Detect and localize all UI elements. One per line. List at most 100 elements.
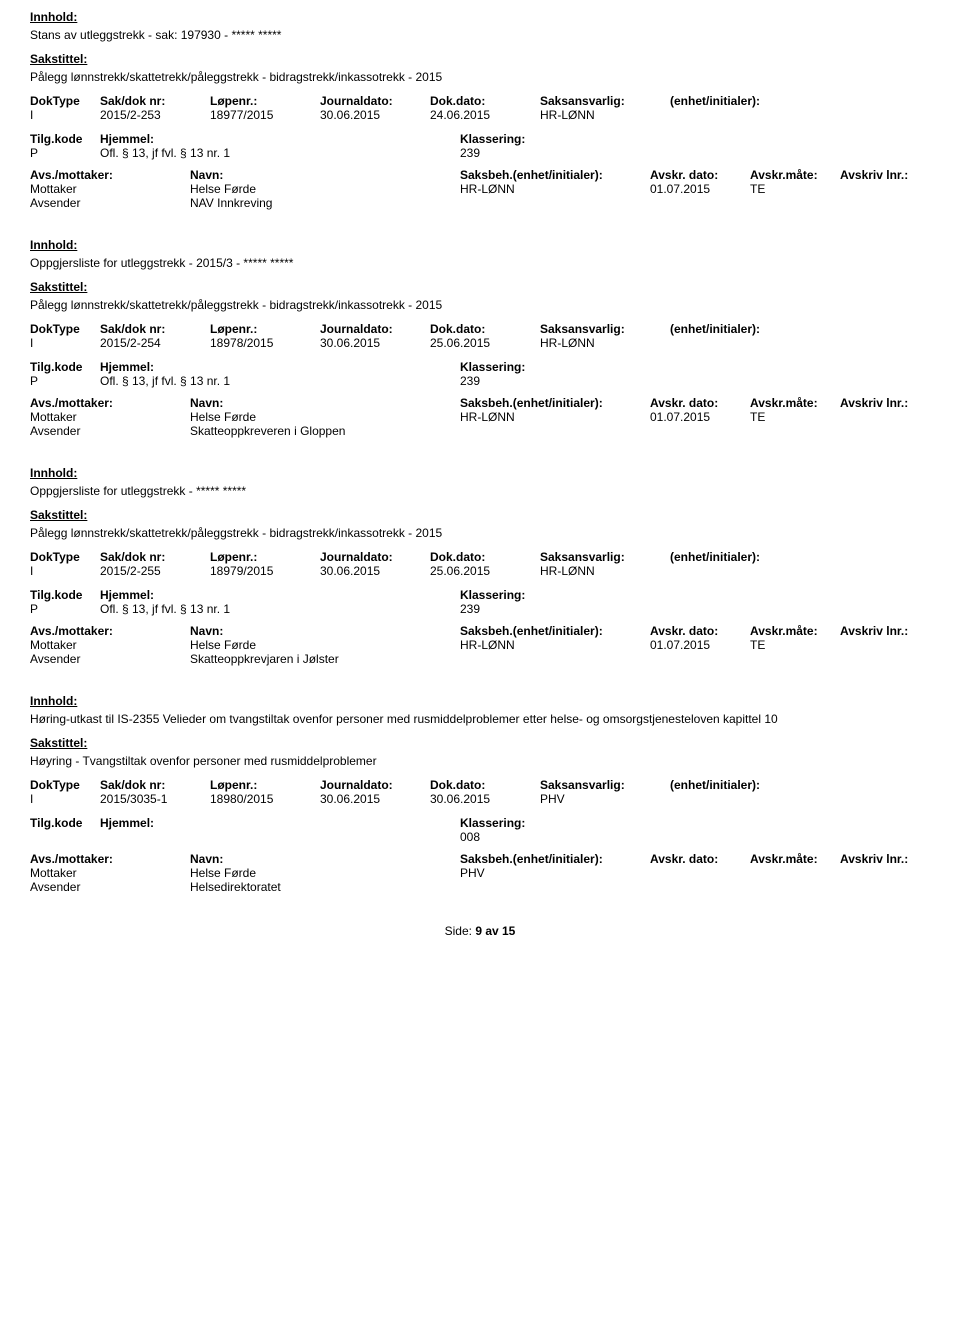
klassering-header: Klassering: [460, 132, 525, 146]
sakstittel-label: Sakstittel: [30, 736, 930, 750]
tilg-header-row: Tilg.kodeHjemmel:Klassering: [30, 588, 930, 602]
saksansvarlig-header: Saksansvarlig: [540, 322, 670, 336]
saknr-header: Sak/dok nr: [100, 94, 210, 108]
tilgkode-value [30, 830, 100, 844]
journaldato-header: Journaldato: [320, 550, 430, 564]
party-role: Avsender [30, 880, 190, 894]
avskrdato-header: Avskr. dato: [650, 852, 750, 866]
dokdato-header: Dok.dato: [430, 550, 540, 564]
avskrmate-header: Avskr.måte: [750, 396, 840, 410]
journaldato-value: 30.06.2015 [320, 564, 430, 578]
party-saksbeh: HR-LØNN [460, 182, 650, 196]
journaldato-header: Journaldato: [320, 94, 430, 108]
party-role: Mottaker [30, 410, 190, 424]
enhet-header: (enhet/initialer): [670, 322, 930, 336]
tilgkode-value: P [30, 146, 100, 160]
journal-entry: Innhold:Oppgjersliste for utleggstrekk -… [30, 466, 930, 666]
party-avskrmate [750, 196, 840, 210]
enhet-value [670, 564, 930, 578]
innhold-value: Stans av utleggstrekk - sak: 197930 - **… [30, 28, 930, 42]
hjemmel-header: Hjemmel: [100, 588, 460, 602]
party-role: Avsender [30, 196, 190, 210]
avskrmate-header: Avskr.måte: [750, 852, 840, 866]
party-avskrivlnr [840, 880, 930, 894]
party-navn: NAV Innkreving [190, 196, 460, 210]
party-saksbeh [460, 196, 650, 210]
party-row: MottakerHelse FørdePHV [30, 866, 930, 880]
party-row: AvsenderSkatteoppkrevjaren i Jølster [30, 652, 930, 666]
journal-entry: Innhold:Oppgjersliste for utleggstrekk -… [30, 238, 930, 438]
innhold-label: Innhold: [30, 694, 930, 708]
tilgkode-header: Tilg.kode [30, 360, 100, 374]
party-saksbeh [460, 880, 650, 894]
avskrdato-header: Avskr. dato: [650, 168, 750, 182]
avs-header-row: Avs./mottaker:Navn:Saksbeh.(enhet/initia… [30, 396, 930, 410]
innhold-value: Oppgjersliste for utleggstrekk - 2015/3 … [30, 256, 930, 270]
tilgkode-value: P [30, 602, 100, 616]
enhet-header: (enhet/initialer): [670, 550, 930, 564]
lopenr-value: 18978/2015 [210, 336, 320, 350]
dokdato-value: 24.06.2015 [430, 108, 540, 122]
saknr-header: Sak/dok nr: [100, 778, 210, 792]
journal-entry: Innhold: Høring-utkast til IS-2355 Velied… [30, 694, 930, 894]
party-avskrdato [650, 652, 750, 666]
doktype-header: DokType [30, 94, 100, 108]
party-row: AvsenderNAV Innkreving [30, 196, 930, 210]
saksansvarlig-header: Saksansvarlig: [540, 778, 670, 792]
footer-page: 9 av 15 [475, 924, 515, 938]
dokdato-header: Dok.dato: [430, 94, 540, 108]
lopenr-header: Løpenr.: [210, 778, 320, 792]
party-avskrmate [750, 652, 840, 666]
dokdato-header: Dok.dato: [430, 322, 540, 336]
lopenr-value: 18980/2015 [210, 792, 320, 806]
enhet-value [670, 792, 930, 806]
dokdato-value: 30.06.2015 [430, 792, 540, 806]
party-navn: Helse Førde [190, 638, 460, 652]
avs-header-row: Avs./mottaker:Navn:Saksbeh.(enhet/initia… [30, 624, 930, 638]
party-avskrmate: TE [750, 638, 840, 652]
avskrivlnr-header: Avskriv lnr.: [840, 624, 930, 638]
party-role: Avsender [30, 424, 190, 438]
party-avskrivlnr [840, 866, 930, 880]
dokdato-value: 25.06.2015 [430, 564, 540, 578]
lopenr-header: Løpenr.: [210, 550, 320, 564]
navn-header: Navn: [190, 624, 460, 638]
innhold-label: Innhold: [30, 466, 930, 480]
party-avskrivlnr [840, 652, 930, 666]
party-navn: Helse Førde [190, 410, 460, 424]
party-avskrdato: 01.07.2015 [650, 638, 750, 652]
innhold-label: Innhold: [30, 10, 930, 24]
avsmottaker-header: Avs./mottaker: [30, 396, 190, 410]
party-avskrdato [650, 880, 750, 894]
avsmottaker-header: Avs./mottaker: [30, 168, 190, 182]
party-saksbeh: PHV [460, 866, 650, 880]
tilg-data-row: POfl. § 13, jf fvl. § 13 nr. 1239 [30, 374, 930, 388]
innhold-value: Høring-utkast til IS-2355 Velieder om tv… [30, 712, 930, 726]
saknr-value: 2015/3035-1 [100, 792, 210, 806]
doc-header-row: DokTypeSak/dok nr:Løpenr.:Journaldato:Do… [30, 550, 930, 564]
party-avskrdato [650, 424, 750, 438]
saknr-value: 2015/2-254 [100, 336, 210, 350]
party-navn: Helse Førde [190, 182, 460, 196]
party-saksbeh [460, 424, 650, 438]
party-navn: Helsedirektoratet [190, 880, 460, 894]
doktype-value: I [30, 792, 100, 806]
avskrdato-header: Avskr. dato: [650, 396, 750, 410]
party-avskrmate [750, 866, 840, 880]
doktype-header: DokType [30, 322, 100, 336]
enhet-header: (enhet/initialer): [670, 778, 930, 792]
doc-header-row: DokTypeSak/dok nr:Løpenr.:Journaldato:Do… [30, 322, 930, 336]
party-row: MottakerHelse FørdeHR-LØNN01.07.2015TE [30, 410, 930, 424]
sakstittel-label: Sakstittel: [30, 280, 930, 294]
saksbeh-header: Saksbeh.(enhet/initialer): [460, 852, 650, 866]
saksansvarlig-value: PHV [540, 792, 670, 806]
klassering-header: Klassering: [460, 360, 525, 374]
saksbeh-header: Saksbeh.(enhet/initialer): [460, 624, 650, 638]
party-navn: Skatteoppkreveren i Gloppen [190, 424, 460, 438]
party-avskrdato: 01.07.2015 [650, 182, 750, 196]
tilg-header-row: Tilg.kodeHjemmel:Klassering: [30, 360, 930, 374]
party-saksbeh [460, 652, 650, 666]
tilg-data-row: POfl. § 13, jf fvl. § 13 nr. 1239 [30, 146, 930, 160]
klassering-value: 239 [460, 146, 480, 160]
dokdato-header: Dok.dato: [430, 778, 540, 792]
